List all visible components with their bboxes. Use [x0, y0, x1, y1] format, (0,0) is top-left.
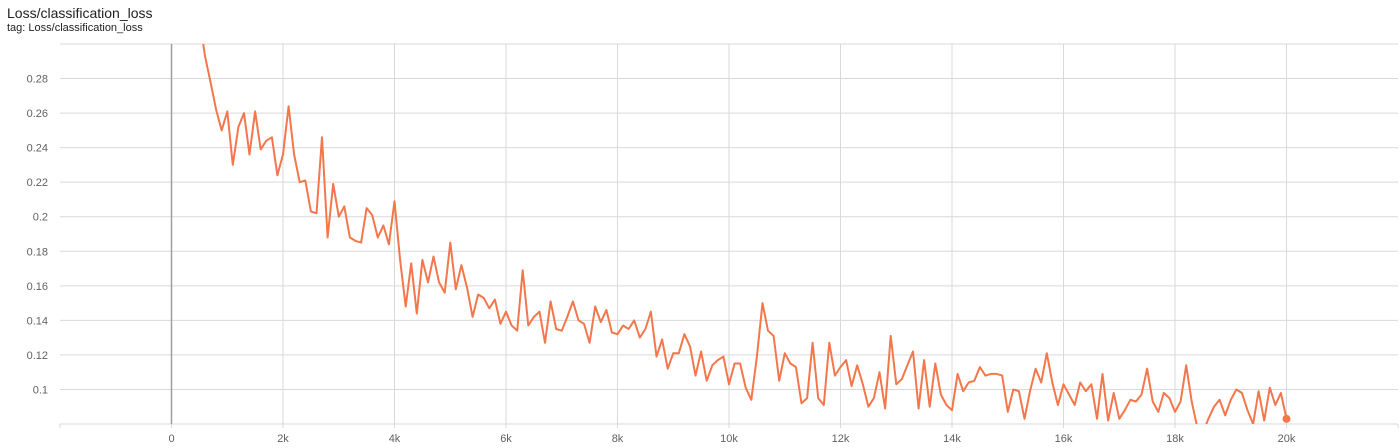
x-tick-label: 14k: [943, 433, 961, 445]
x-tick-label: 0: [168, 433, 174, 445]
y-tick-label: 0.2: [33, 212, 48, 224]
x-tick-label: 2k: [277, 433, 289, 445]
x-tick-label: 16k: [1055, 433, 1073, 445]
x-tick-label: 10k: [720, 433, 738, 445]
x-tick-label: 12k: [832, 433, 850, 445]
y-tick-label: 0.16: [27, 281, 48, 293]
y-tick-label: 0.26: [27, 108, 48, 120]
y-tick-label: 0.14: [27, 315, 48, 327]
series-layer: [202, 44, 1291, 424]
series-line: [202, 44, 1288, 424]
y-tick-label: 0.1: [33, 384, 48, 396]
chart-title: Loss/classification_loss: [7, 5, 153, 21]
x-tick-label: 4k: [389, 433, 401, 445]
x-tick-label: 20k: [1278, 433, 1296, 445]
chart-header: Loss/classification_loss tag: Loss/class…: [7, 5, 153, 35]
x-tick-label: 18k: [1166, 433, 1184, 445]
x-tick-label: 6k: [500, 433, 512, 445]
y-tick-label: 0.22: [27, 177, 48, 189]
x-tick-label: 8k: [612, 433, 624, 445]
last-point-marker: [1282, 414, 1291, 423]
x-axis-ticks: 0 2k 4k 6k 8k 10k 12k 14k 16k 18k 20k: [168, 433, 1295, 445]
y-tick-label: 0.24: [27, 143, 48, 155]
y-tick-label: 0.18: [27, 246, 48, 258]
chart-tag: tag: Loss/classification_loss: [7, 22, 143, 34]
y-tick-label: 0.12: [27, 350, 48, 362]
y-axis-ticks: 0.1 0.12 0.14 0.16 0.18 0.2 0.22 0.24 0.26 0.28: [27, 74, 48, 397]
grid-layer: [59, 43, 1399, 428]
y-tick-label: 0.28: [27, 74, 48, 86]
